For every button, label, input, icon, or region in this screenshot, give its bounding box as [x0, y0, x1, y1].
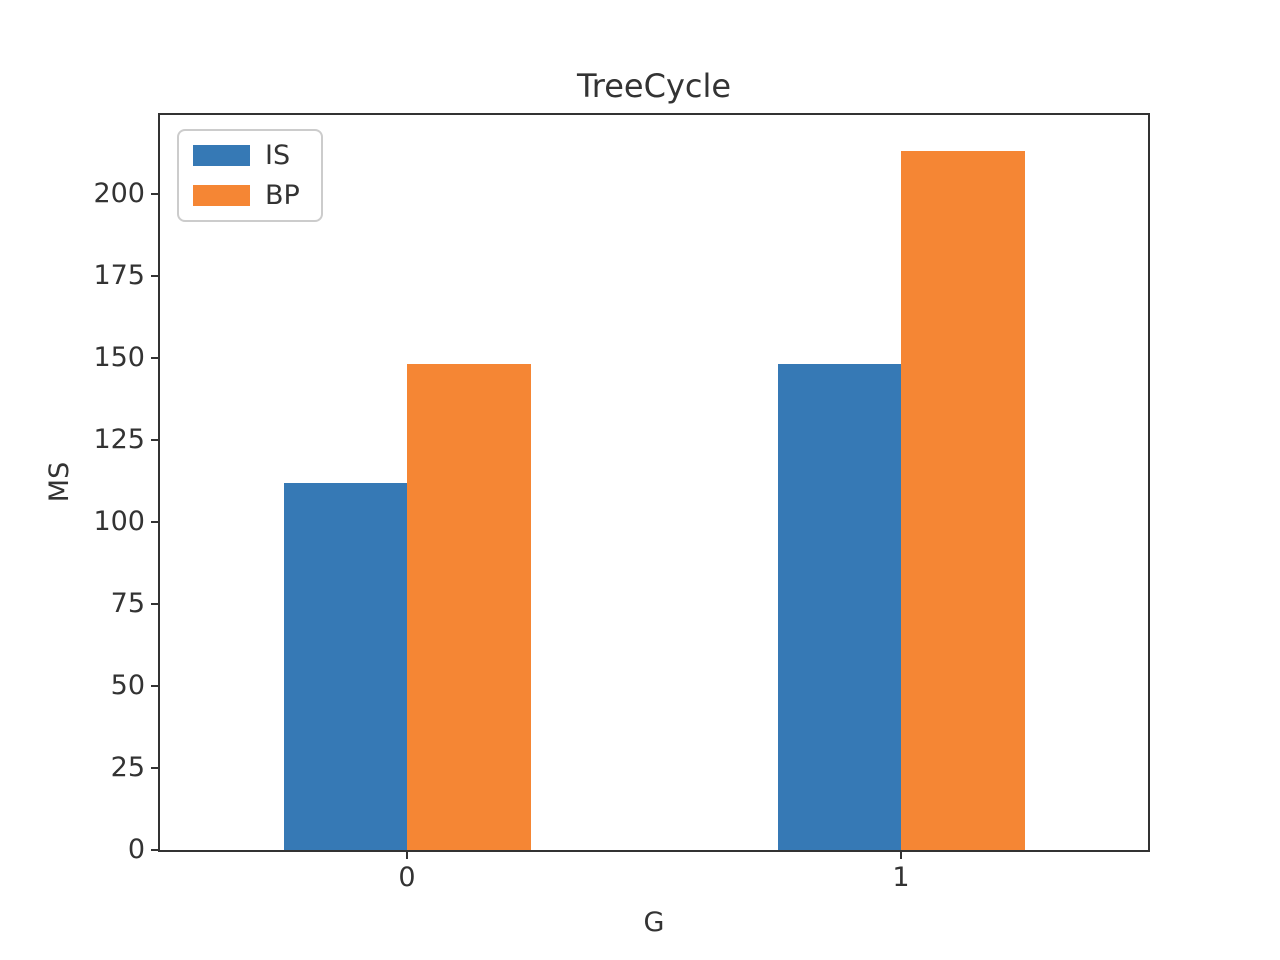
bar-is-0 — [283, 482, 407, 850]
y-tick-mark-50 — [151, 684, 158, 687]
y-tick-label-50: 50 — [110, 669, 145, 701]
x-tick-label-1: 1 — [892, 862, 910, 893]
legend-swatch-is — [193, 145, 250, 166]
y-tick-mark-150 — [151, 356, 158, 359]
y-tick-mark-0 — [151, 849, 158, 851]
chart-title: TreeCycle — [576, 67, 732, 105]
y-tick-mark-200 — [151, 192, 158, 195]
y-tick-mark-125 — [151, 438, 158, 441]
bar-bp-1 — [901, 151, 1025, 850]
legend-item-bp: BP — [193, 182, 307, 209]
bar-is-1 — [777, 364, 901, 850]
legend-label-bp: BP — [265, 180, 300, 211]
y-tick-label-25: 25 — [110, 751, 145, 783]
y-tick-label-100: 100 — [93, 505, 145, 537]
y-tick-mark-100 — [151, 520, 158, 523]
x-tick-label-0: 0 — [398, 862, 416, 893]
legend-swatch-bp — [193, 185, 250, 206]
y-tick-mark-175 — [151, 274, 158, 277]
y-tick-label-200: 200 — [93, 177, 145, 209]
y-tick-mark-25 — [151, 766, 158, 769]
y-tick-label-75: 75 — [110, 587, 145, 619]
legend-label-is: IS — [265, 140, 291, 171]
bar-bp-0 — [407, 364, 531, 850]
y-axis-label: MS — [44, 461, 75, 503]
x-axis-label: G — [643, 907, 665, 938]
y-tick-label-175: 175 — [93, 259, 145, 291]
legend: IS BP — [177, 129, 323, 222]
y-tick-mark-75 — [151, 602, 158, 605]
legend-item-is: IS — [193, 142, 307, 169]
plot-area: 0 25 50 75 100 125 150 175 200 0 1 IS BP — [93, 113, 1150, 891]
y-tick-label-0: 0 — [127, 834, 145, 865]
y-tick-label-125: 125 — [93, 423, 145, 455]
y-tick-label-150: 150 — [93, 341, 145, 373]
x-tick-mark-0 — [406, 852, 408, 859]
x-tick-mark-1 — [900, 852, 902, 859]
